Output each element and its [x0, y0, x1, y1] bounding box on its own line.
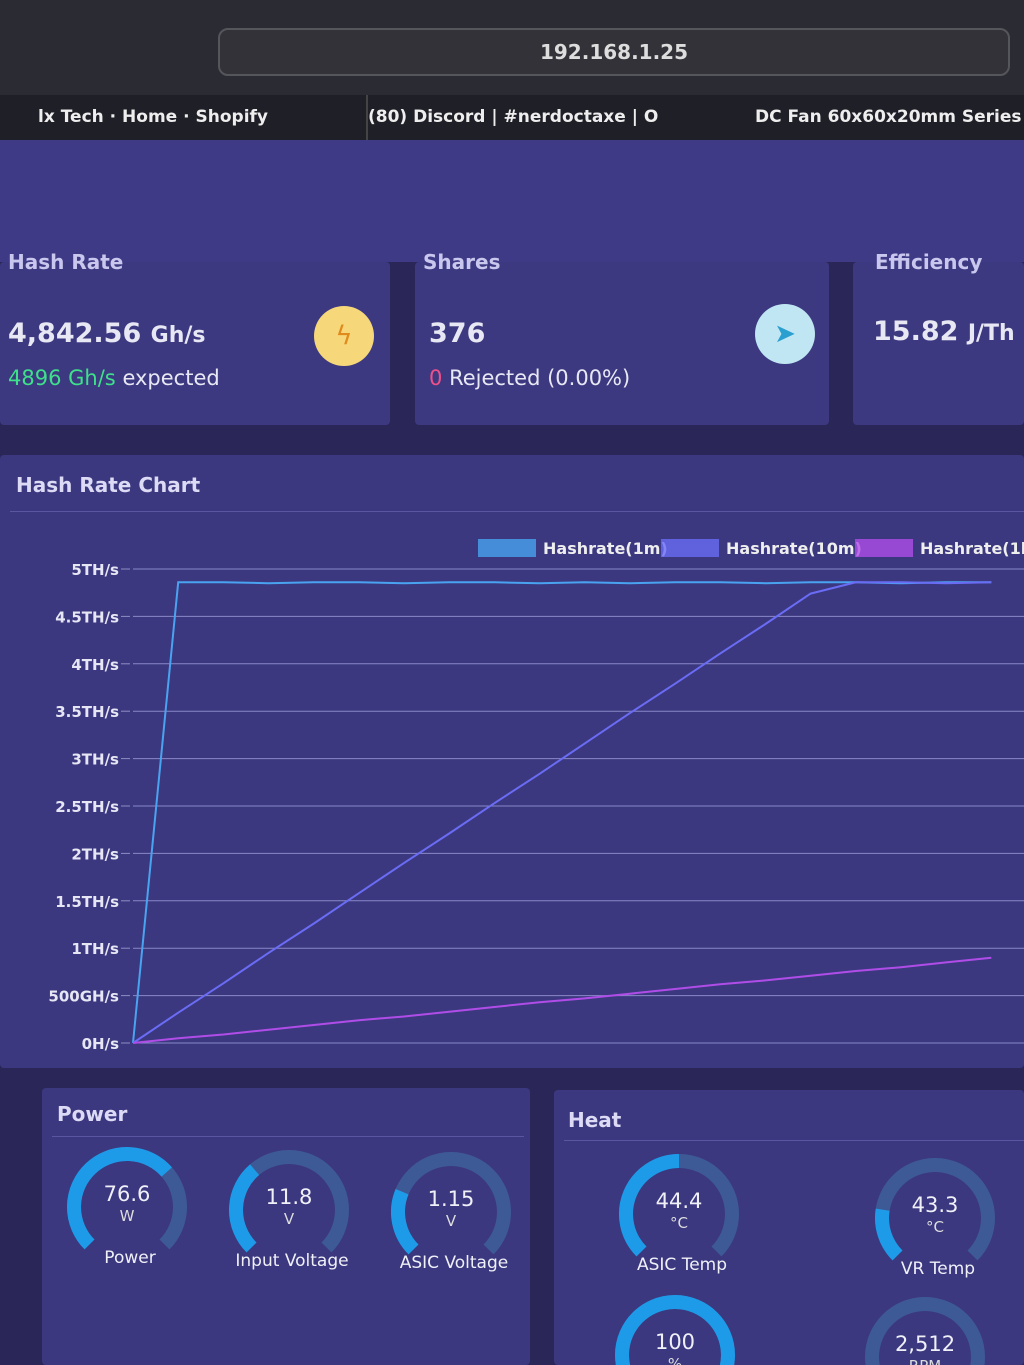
card: Shares 376 0 Rejected (0.00%) ➤ — [415, 250, 829, 425]
expected: 4896 — [8, 366, 62, 390]
value: 376 — [429, 318, 486, 349]
legend-swatch — [855, 539, 913, 557]
legend-swatch — [478, 539, 536, 557]
series-line — [132, 581, 992, 1044]
chart-panel: Hash Rate Chart — [0, 455, 1024, 1068]
card-sub: 4896 Gh/s expected — [8, 366, 220, 390]
text: expected — [122, 366, 220, 390]
series-line — [132, 956, 992, 1044]
header — [0, 140, 1024, 262]
y-tick-label: 3.5TH/s — [55, 703, 119, 721]
card-sub: 0 Rejected (0.00%) — [429, 366, 630, 390]
panel-title: Heat — [568, 1108, 622, 1132]
value: 4,842.56 — [8, 318, 142, 349]
tab[interactable]: (80) Discord | #nerdoctaxe | Open... — [366, 95, 658, 140]
divider — [10, 511, 1024, 512]
legend-label: Hashrate(1h) — [920, 539, 1024, 558]
y-tick-label: 2TH/s — [71, 845, 119, 863]
tab-strip — [0, 95, 1024, 140]
series-line — [132, 581, 992, 1044]
y-tick-label: 500GH/s — [48, 988, 119, 1006]
value: 15.82 — [873, 316, 959, 347]
y-tick-label: 2.5TH/s — [55, 798, 119, 816]
legend-label: Hashrate(10m) — [726, 539, 862, 558]
divider — [52, 1136, 524, 1137]
icon: ϟ — [314, 306, 374, 366]
card-title: Hash Rate — [8, 250, 124, 274]
y-tick-label: 1TH/s — [71, 940, 119, 958]
heat-panel: Heat — [554, 1090, 1024, 1365]
y-tick-label: 4.5TH/s — [55, 608, 119, 626]
y-tick-label: 0H/s — [82, 1035, 119, 1053]
card-value: 4,842.56 Gh/s — [8, 318, 206, 349]
chart-title: Hash Rate Chart — [16, 473, 201, 497]
power-panel: Power — [42, 1088, 530, 1365]
tab[interactable]: lx Tech · Home · Shopify — [38, 107, 268, 127]
icon: ➤ — [755, 304, 815, 364]
card: Hash Rate 4,842.56 Gh/s 4896 Gh/s expect… — [0, 250, 390, 425]
card: Efficiency 15.82 J/Th — [853, 250, 1024, 425]
card-title: Efficiency — [875, 250, 983, 274]
y-tick-label: 5TH/s — [71, 561, 119, 579]
text: Rejected — [449, 366, 541, 390]
rejected: 0 — [429, 366, 443, 390]
y-tick-label: 4TH/s — [71, 656, 119, 674]
card-value: 15.82 J/Th — [873, 316, 1015, 347]
legend-label: Hashrate(1m) — [543, 539, 668, 558]
panel-title: Power — [57, 1102, 128, 1126]
unit: Gh/s — [68, 366, 116, 390]
legend-swatch — [661, 539, 719, 557]
tab[interactable]: DC Fan 60x60x20mm Series — [755, 107, 1022, 127]
unit: J/Th — [967, 321, 1015, 346]
y-tick-label: 3TH/s — [71, 751, 119, 769]
card-title: Shares — [423, 250, 501, 274]
percent: (0.00%) — [547, 366, 631, 390]
y-tick-label: 1.5TH/s — [55, 893, 119, 911]
unit: Gh/s — [150, 323, 206, 348]
divider — [564, 1140, 1024, 1141]
url-bar[interactable]: 192.168.1.25 — [218, 28, 1010, 76]
